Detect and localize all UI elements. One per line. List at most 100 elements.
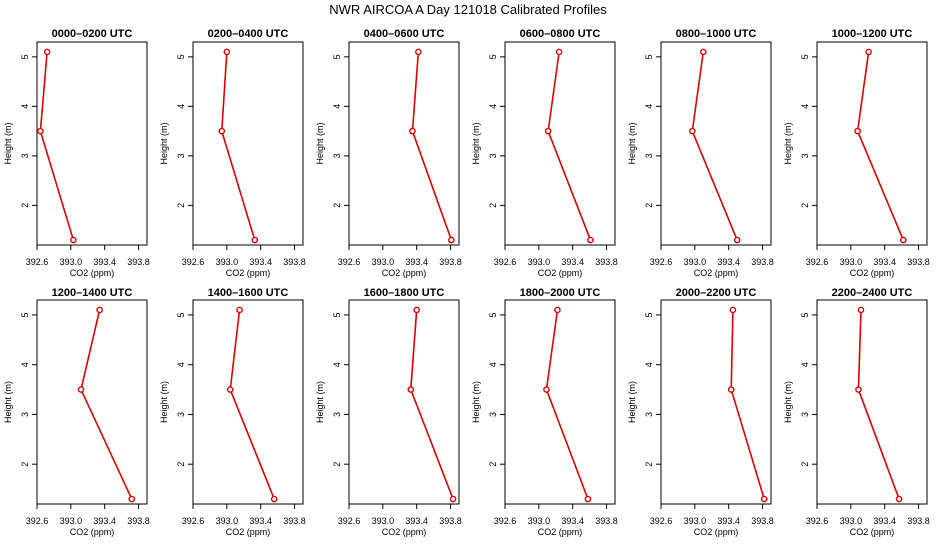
panel-3-y-tick-label: 3: [332, 153, 342, 158]
panel-11-y-tick-label: 3: [644, 412, 654, 417]
panel-2-x-axis-label: CO2 (ppm): [226, 268, 271, 278]
panel-6: 1000–1200 UTC 392.6 393.0 393.4 393.8 CO2 (pp…: [783, 28, 930, 278]
panel-2-series-line: [220, 51, 256, 241]
panel-6-y-tick-label: 2: [800, 203, 810, 208]
panel-7-x-tick-label: 392.6: [26, 516, 49, 526]
panel-2-x-tick-label: 393.0: [216, 257, 239, 267]
panel-10: 1800–2000 UTC 392.6 393.0 393.4 393.8 CO2 (pp…: [471, 287, 618, 537]
panel-6-y-axis-label: Height (m): [783, 122, 793, 164]
panel-10-x-tick-label: 393.8: [595, 516, 618, 526]
panel-9-x-tick-label: 393.8: [439, 516, 462, 526]
panel-11-x-tick-label: 392.6: [650, 516, 673, 526]
panel-7-x-axis-label: CO2 (ppm): [70, 527, 115, 537]
panel-5-title: 0800–1000 UTC: [676, 28, 757, 40]
panel-7-series-line: [80, 309, 133, 500]
panel-3-x-tick-label: 393.8: [439, 257, 462, 267]
panel-5-y-tick-label: 2: [644, 203, 654, 208]
panel-7-title: 1200–1400 UTC: [52, 287, 133, 299]
panel-5-data-point: [733, 236, 741, 244]
panel-9-title: 1600–1800 UTC: [364, 287, 445, 299]
panel-4-y-tick-label: 3: [488, 153, 498, 158]
panel-11-y-tick-label: 4: [644, 362, 654, 367]
panel-7-y-tick-label: 4: [20, 362, 30, 367]
panel-6-data-point: [854, 127, 861, 135]
panel-10-x-tick-label: 392.6: [494, 516, 517, 526]
panel-9-y-tick-label: 5: [332, 312, 342, 317]
panel-12-y-tick-label: 4: [800, 362, 810, 367]
panel-6-data-point: [900, 236, 907, 244]
panel-2-title: 0200–0400 UTC: [208, 28, 289, 40]
panel-1-y-axis-label: Height (m): [3, 122, 13, 164]
panel-4-data-point: [544, 127, 552, 135]
panel-12-x-axis-label: CO2 (ppm): [850, 527, 895, 537]
panel-10-y-tick-label: 2: [488, 462, 498, 467]
panel-1-title: 0000–0200 UTC: [52, 28, 133, 40]
panel-5-plot-frame: [660, 41, 772, 246]
panel-4-x-tick-label: 393.8: [595, 257, 618, 267]
panel-2: 0200–0400 UTC 392.6 393.0 393.4 393.8 CO2 (pp…: [159, 28, 306, 278]
panel-3-x-tick-label: 393.4: [405, 257, 428, 267]
panel-7-y-axis-label: Height (m): [3, 381, 13, 423]
panel-11-plot-frame: [660, 299, 772, 505]
panel-4: 0600–0800 UTC 392.6 393.0 393.4 393.8 CO2 (pp…: [471, 28, 618, 278]
panel-7-plot-frame: [36, 299, 148, 505]
panel-2-data-point: [218, 127, 226, 135]
panel-5-x-tick-label: 393.0: [684, 257, 707, 267]
panel-7-data-point: [77, 386, 85, 393]
panel-4-x-tick-label: 392.6: [494, 257, 517, 267]
panel-6-x-tick-label: 393.4: [873, 257, 896, 267]
panel-3-x-tick-label: 392.6: [338, 257, 361, 267]
panel-5-y-tick-label: 4: [644, 104, 654, 109]
panel-7-y-tick-label: 5: [20, 312, 30, 317]
panel-1-data-point: [43, 48, 51, 56]
panel-3-y-tick-label: 5: [332, 54, 342, 59]
panel-4-x-axis-label: CO2 (ppm): [538, 268, 583, 278]
panel-9-data-point: [407, 386, 415, 393]
panel-12-x-tick-label: 393.4: [873, 516, 896, 526]
panel-1-x-axis-label: CO2 (ppm): [70, 268, 115, 278]
panel-3-title: 0400–0600 UTC: [364, 28, 445, 40]
panel-6-x-axis-label: CO2 (ppm): [850, 268, 895, 278]
panel-11-x-tick-label: 393.4: [717, 516, 740, 526]
panel-10-x-axis-label: CO2 (ppm): [538, 527, 583, 537]
panel-11-data-point: [760, 495, 768, 503]
panel-4-series-line: [547, 51, 592, 241]
panel-4-data-point: [587, 236, 594, 244]
panel-8-title: 1400–1600 UTC: [208, 287, 289, 299]
panel-1-series-line: [39, 51, 75, 241]
panel-1-x-tick-label: 393.0: [60, 257, 83, 267]
panel-11-title: 2000–2200 UTC: [676, 287, 757, 299]
panel-5-y-tick-label: 3: [644, 153, 654, 158]
panel-4-y-axis-label: Height (m): [471, 122, 481, 164]
panel-2-data-point: [223, 48, 231, 56]
panel-12-title: 2200–2400 UTC: [832, 287, 913, 299]
panel-8-x-tick-label: 392.6: [182, 516, 205, 526]
panel-6-title: 1000–1200 UTC: [832, 28, 913, 40]
panel-11-x-tick-label: 393.0: [684, 516, 707, 526]
panel-5-data-point: [700, 48, 707, 56]
panel-1-y-tick-label: 5: [20, 54, 30, 59]
panel-6-y-tick-label: 5: [800, 54, 810, 59]
panel-8-plot-frame: [192, 299, 304, 505]
panel-8-y-tick-label: 2: [176, 462, 186, 467]
panel-8-y-tick-label: 3: [176, 412, 186, 417]
panel-10-y-tick-label: 3: [488, 412, 498, 417]
panel-10-series-line: [545, 309, 589, 500]
panel-1-x-tick-label: 392.6: [26, 257, 49, 267]
panel-10-plot-frame: [504, 299, 616, 505]
panel-5: 0800–1000 UTC 392.6 393.0 393.4 393.8 CO2 (pp…: [627, 28, 774, 278]
panel-5-x-tick-label: 393.4: [717, 257, 740, 267]
panel-7-y-tick-label: 2: [20, 462, 30, 467]
panel-8-y-tick-label: 5: [176, 312, 186, 317]
panel-3-plot-frame: [348, 41, 460, 246]
panel-5-x-tick-label: 392.6: [650, 257, 673, 267]
panel-5-x-tick-label: 393.8: [751, 257, 774, 267]
panel-4-x-tick-label: 393.0: [528, 257, 551, 267]
panel-8-y-tick-label: 4: [176, 362, 186, 367]
panel-12-y-tick-label: 5: [800, 312, 810, 317]
panel-8-data-point: [270, 495, 278, 503]
panel-12-series-line: [857, 309, 900, 500]
panel-6-x-tick-label: 392.6: [806, 257, 829, 267]
panel-10-x-tick-label: 393.0: [528, 516, 551, 526]
